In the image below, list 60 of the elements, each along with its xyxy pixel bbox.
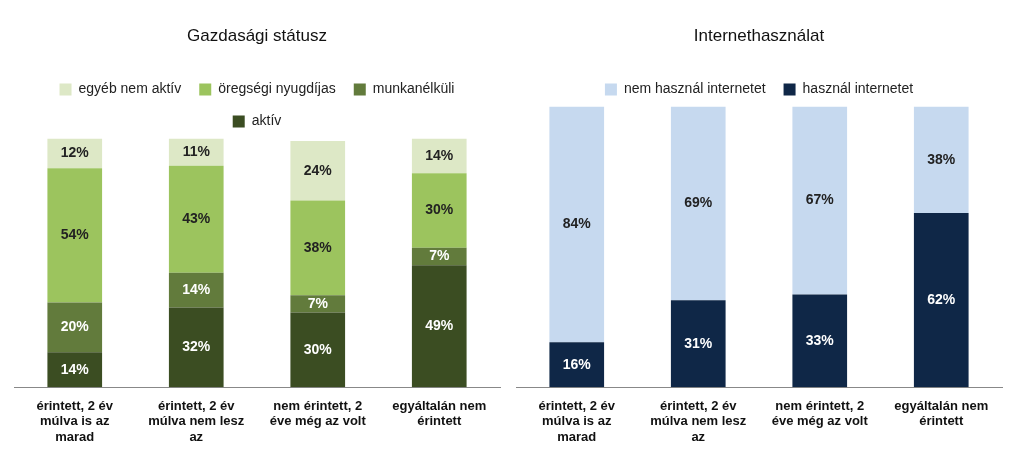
- data-label: 11%: [182, 142, 211, 159]
- data-label: 30%: [303, 340, 333, 357]
- data-label: 7%: [307, 294, 329, 311]
- data-label: 24%: [303, 161, 333, 178]
- data-label: 14%: [425, 146, 454, 163]
- x-tick-label: egyáltalán nem érintett: [894, 397, 989, 429]
- bar: [47, 168, 103, 303]
- data-label: 38%: [303, 238, 333, 255]
- x-tick-label: érintett, 2 év múlva nem lesz az: [650, 397, 747, 444]
- data-label: 16%: [562, 355, 592, 372]
- bar: [168, 165, 224, 273]
- chart-title: Internethasználat: [693, 25, 825, 45]
- bar: [47, 302, 103, 353]
- data-label: 14%: [60, 360, 90, 377]
- bar: [411, 173, 467, 248]
- bar: [168, 307, 224, 388]
- data-label: 43%: [182, 210, 211, 227]
- x-tick-label: nem érintett, 2 éve még az volt: [771, 397, 869, 429]
- bar: [47, 352, 103, 388]
- data-label: 49%: [425, 317, 454, 334]
- bar: [670, 300, 726, 388]
- bar: [549, 106, 605, 343]
- legend-label: egyéb nem aktív: [78, 80, 182, 97]
- data-label: 12%: [60, 144, 90, 161]
- legend-label: használ internetet: [802, 80, 914, 97]
- data-label: 32%: [182, 338, 211, 355]
- bar: [913, 213, 969, 388]
- data-label: 33%: [805, 331, 835, 348]
- data-label: 54%: [60, 226, 90, 243]
- bar: [290, 140, 346, 201]
- bar: [290, 312, 346, 388]
- chart-title: Gazdasági státusz: [187, 25, 327, 45]
- data-label: 14%: [182, 281, 211, 298]
- bar: [290, 200, 346, 296]
- bar: [913, 106, 969, 214]
- data-label: 31%: [684, 334, 713, 351]
- bar: [670, 106, 726, 301]
- bar: [792, 294, 848, 388]
- bar: [290, 295, 346, 313]
- x-tick-label: érintett, 2 év múlva nem lesz az: [148, 397, 245, 444]
- x-tick-label: nem érintett, 2 éve még az volt: [269, 397, 367, 429]
- bar: [168, 272, 224, 308]
- legend-label: öregségi nyugdíjas: [218, 80, 336, 97]
- data-label: 67%: [805, 191, 835, 208]
- x-tick-label: érintett, 2 év múlva is az marad: [538, 397, 616, 444]
- x-tick-label: egyáltalán nem érintett: [392, 397, 487, 429]
- bar: [411, 265, 467, 388]
- data-label: 69%: [684, 194, 713, 211]
- data-label: 7%: [429, 247, 450, 264]
- data-label: 38%: [927, 150, 956, 167]
- bar: [549, 342, 605, 388]
- bar: [792, 106, 848, 295]
- legend-label: nem használ internetet: [623, 80, 766, 97]
- data-label: 62%: [927, 291, 956, 308]
- legend-label: aktív: [251, 112, 282, 129]
- x-tick-label: érintett, 2 év múlva is az marad: [36, 397, 114, 444]
- data-label: 84%: [562, 215, 592, 232]
- legend-label: munkanélküli: [372, 80, 455, 97]
- data-label: 30%: [425, 201, 454, 218]
- data-label: 20%: [60, 318, 90, 335]
